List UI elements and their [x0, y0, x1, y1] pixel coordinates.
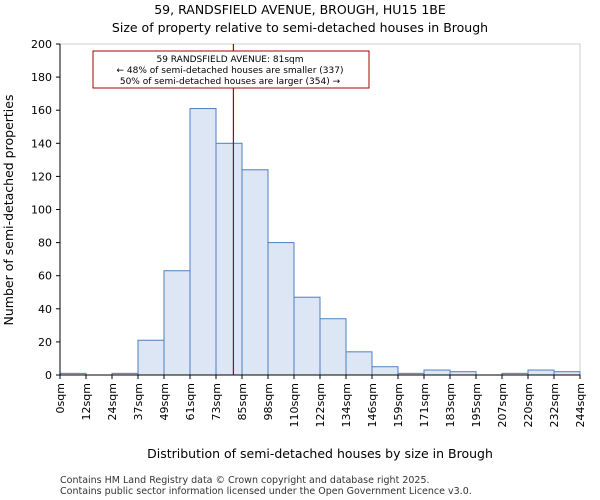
x-tick-label-244sqm: 244sqm [574, 383, 587, 427]
x-tick-label-49sqm: 49sqm [158, 383, 171, 420]
annotation-line-2: ← 48% of semi-detached houses are smalle… [117, 66, 344, 76]
bar-220sqm [527, 369, 555, 376]
x-tick-label-24sqm: 24sqm [106, 383, 119, 420]
y-tick-label-60: 60 [38, 270, 52, 283]
y-tick-label-140: 140 [31, 137, 52, 150]
bar-85sqm [241, 169, 269, 376]
bar-171sqm [423, 369, 451, 376]
x-tick-label-73sqm: 73sqm [210, 383, 223, 420]
x-tick-label-110sqm: 110sqm [288, 383, 301, 427]
annotation-line-1: 59 RANDSFIELD AVENUE: 81sqm [156, 55, 303, 65]
x-tick-label-207sqm: 207sqm [496, 383, 509, 427]
x-tick-label-12sqm: 12sqm [80, 383, 93, 420]
y-tick-label-100: 100 [31, 204, 52, 217]
x-axis-label: Distribution of semi-detached houses by … [147, 446, 493, 461]
y-tick-label-20: 20 [38, 336, 52, 349]
bar-122sqm [319, 318, 347, 376]
footer-line-2: Contains public sector information licen… [60, 486, 472, 497]
bar-61sqm [189, 108, 217, 376]
chart-title: 59, RANDSFIELD AVENUE, BROUGH, HU15 1BE [154, 2, 446, 17]
bar-110sqm [293, 296, 321, 376]
x-tick-label-98sqm: 98sqm [262, 383, 275, 420]
x-tick-label-146sqm: 146sqm [366, 383, 379, 427]
x-tick-label-85sqm: 85sqm [236, 383, 249, 420]
x-tick-label-37sqm: 37sqm [132, 383, 145, 420]
y-tick-label-80: 80 [38, 237, 52, 250]
bar-134sqm [345, 351, 373, 376]
y-tick-label-120: 120 [31, 170, 52, 183]
y-tick-label-180: 180 [31, 71, 52, 84]
x-tick-label-220sqm: 220sqm [522, 383, 535, 427]
x-tick-label-232sqm: 232sqm [548, 383, 561, 427]
x-tick-label-171sqm: 171sqm [418, 383, 431, 427]
annotation-box: 59 RANDSFIELD AVENUE: 81sqm ← 48% of sem… [92, 50, 370, 89]
y-tick-label-200: 200 [31, 38, 52, 51]
bar-98sqm [267, 242, 295, 376]
x-ticks-group: 0sqm 12sqm 24sqm 37sqm 49sqm 61sqm 73sqm 85sqm 9… [54, 374, 587, 427]
plot-area: 0 20 40 60 80 100 120 140 160 180 200 0sqm 12sqm 24s… [31, 38, 587, 427]
x-tick-label-122sqm: 122sqm [314, 383, 327, 427]
x-tick-label-195sqm: 195sqm [470, 383, 483, 427]
x-tick-label-134sqm: 134sqm [340, 383, 353, 427]
bar-37sqm [137, 339, 165, 376]
x-tick-label-0sqm: 0sqm [54, 383, 67, 413]
y-tick-label-40: 40 [38, 303, 52, 316]
x-tick-label-159sqm: 159sqm [392, 383, 405, 427]
footer-line-1: Contains HM Land Registry data © Crown c… [60, 475, 430, 486]
x-tick-label-61sqm: 61sqm [184, 383, 197, 420]
y-tick-label-0: 0 [45, 369, 52, 382]
bar-73sqm [215, 142, 243, 376]
bars-group [59, 108, 581, 376]
x-tick-label-183sqm: 183sqm [444, 383, 457, 427]
annotation-frame [92, 50, 370, 89]
y-tick-label-160: 160 [31, 104, 52, 117]
bar-146sqm [371, 366, 399, 376]
y-axis-label: Number of semi-detached properties [1, 95, 16, 326]
annotation-line-3: 50% of semi-detached houses are larger (… [120, 77, 341, 87]
bar-49sqm [163, 270, 191, 376]
y-ticks-group: 0 20 40 60 80 100 120 140 160 180 200 [31, 38, 61, 382]
chart-subtitle: Size of property relative to semi-detach… [112, 20, 488, 35]
